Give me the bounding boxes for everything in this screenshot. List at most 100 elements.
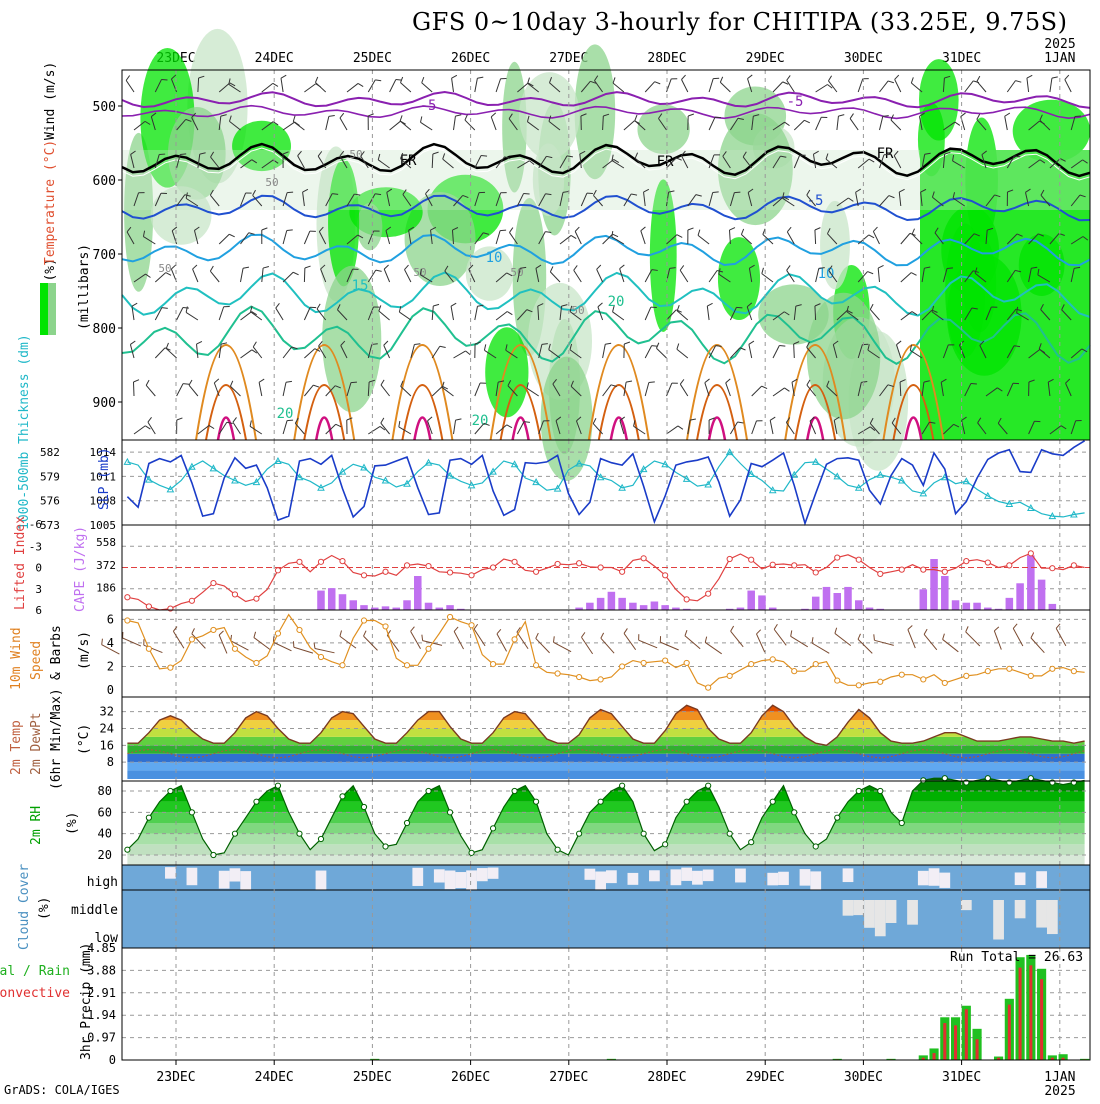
- lifted-index-line-point: [275, 568, 280, 573]
- slp-panel-frame: [122, 440, 1090, 525]
- wind-speed-line-point: [555, 671, 560, 676]
- wind-speed-line-point: [469, 623, 474, 628]
- wind-barb-flag: [414, 344, 420, 345]
- date-label-bottom: 1JAN: [1044, 1070, 1075, 1085]
- lifted-index-line-point: [512, 559, 517, 564]
- cloud-gap-middle: [907, 900, 918, 925]
- slp-ylabel: SLP (mb): [97, 447, 112, 510]
- run-total-label: Run Total = 26.63: [950, 950, 1083, 965]
- wind-barb-10m-flag: [1031, 633, 1034, 638]
- lifted-index-line-point: [1028, 551, 1033, 556]
- wind-barb-10m-flag: [835, 628, 837, 634]
- lifted-index-line-point: [878, 571, 883, 576]
- lifted-index-line-point: [749, 557, 754, 562]
- contour-label: 50: [265, 176, 278, 189]
- cloud-gap-high: [584, 869, 595, 880]
- upper-ylabel-wind: Wind (m/s): [43, 62, 58, 140]
- wind-speed-line-point: [598, 677, 603, 682]
- lifted-index-line-point: [641, 556, 646, 561]
- rh-line-point: [383, 844, 388, 849]
- wind-speed-line-point: [684, 660, 689, 665]
- lifted-index-line-point: [727, 556, 732, 561]
- wind-barb-10m-flag: [1013, 624, 1017, 629]
- lifted-index-line-point: [211, 580, 216, 585]
- cape-bar: [360, 605, 368, 610]
- wind-barb-10m: [517, 632, 528, 649]
- wind-barb-flag: [947, 268, 953, 269]
- lifted-index-line-point: [125, 595, 130, 600]
- cloud-gap-middle: [853, 900, 864, 915]
- cape-bar: [1038, 580, 1046, 610]
- cloud-gap-high: [649, 870, 660, 881]
- wind-speed-line-point: [125, 618, 130, 623]
- wind-barb-flag: [481, 155, 487, 156]
- rh-line-point: [340, 794, 345, 799]
- wind-barb-10m-flag: [102, 639, 103, 645]
- rh-line-point: [318, 836, 323, 841]
- wind-speed-line-point: [490, 661, 495, 666]
- rh-line-point: [598, 799, 603, 804]
- wind-tick-label: 6: [107, 612, 114, 626]
- thickness-tick-label: 579: [40, 470, 60, 483]
- cloud-gap-high: [165, 867, 176, 879]
- wind-speed-line-point: [168, 665, 173, 670]
- lifted-index-line-point: [297, 559, 302, 564]
- date-label-top: 28DEC: [647, 51, 686, 66]
- wind-barb-10m: [943, 639, 959, 651]
- cape-bar: [403, 600, 411, 610]
- wind-barb-10m: [273, 642, 291, 651]
- cape-bar: [446, 605, 454, 610]
- temp-band: [122, 737, 1090, 745]
- rh-line-point: [426, 788, 431, 793]
- lifted-index-line: [127, 553, 1084, 610]
- thickness-tick-label: 573: [40, 519, 60, 532]
- rh-line-point: [727, 831, 732, 836]
- date-label-bottom: 24DEC: [255, 1070, 294, 1085]
- credit-label: GrADS: COLA/IGES: [4, 1083, 120, 1097]
- date-label-top: 30DEC: [844, 51, 883, 66]
- wind-speed-line-point: [361, 618, 366, 623]
- wind-barb-10m: [1031, 638, 1044, 653]
- wind-speed-line-point: [727, 673, 732, 678]
- lifted-index-line-point: [340, 559, 345, 564]
- wind-barb-10m-flag: [966, 626, 968, 631]
- wind-barb-10m-flag: [685, 630, 687, 636]
- date-label-bottom: 28DEC: [647, 1070, 686, 1085]
- wind-speed-line-point: [533, 663, 538, 668]
- rh-line-point: [835, 815, 840, 820]
- upper-ylabel-unit: (millibars): [77, 244, 92, 330]
- contour-label: 50: [349, 148, 362, 161]
- cloud-gap-high: [735, 869, 746, 883]
- rh-line-point: [985, 776, 990, 781]
- cape-bar: [758, 595, 766, 610]
- date-label-bottom: 25DEC: [353, 1070, 392, 1085]
- precip-bar-convective: [954, 1025, 957, 1060]
- temp-ylabel-2: 2m DewPt: [29, 712, 44, 775]
- cape-ylabel: CAPE (J/kg): [73, 526, 88, 612]
- wind-barb-10m-flag: [994, 627, 999, 631]
- contour-label: 50: [571, 304, 584, 317]
- contour-label: 20: [608, 294, 625, 310]
- cloud-gap-high: [628, 873, 639, 885]
- cloud-gap-high: [240, 871, 251, 890]
- cape-tick-label: 558: [96, 536, 116, 549]
- wind-barb-10m: [624, 633, 636, 649]
- wind-speed-line-point: [620, 664, 625, 669]
- wind-unit: (m/s): [77, 631, 92, 670]
- rh-tick-label: 80: [98, 784, 112, 798]
- rh-line-point: [899, 820, 904, 825]
- wind-barb-10m-flag: [858, 634, 860, 639]
- wind-speed-line-point: [749, 661, 754, 666]
- rh-band: [122, 780, 1090, 791]
- cape-bar: [328, 588, 336, 610]
- wind-barb-10m: [254, 638, 270, 650]
- lifted-index-line-point: [1050, 566, 1055, 571]
- wind-barb-10m-flag: [219, 631, 223, 635]
- cape-bar: [823, 587, 831, 610]
- cloud-gap-middle: [993, 900, 1004, 940]
- cloud-gap-high: [230, 868, 241, 881]
- cape-bar: [812, 597, 820, 610]
- wind-barb-10m: [454, 631, 463, 649]
- rh-line-point: [168, 788, 173, 793]
- cape-bar: [608, 592, 616, 610]
